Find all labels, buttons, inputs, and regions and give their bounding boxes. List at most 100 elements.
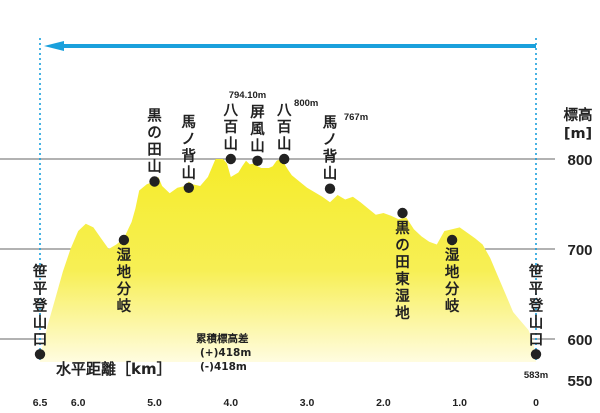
x-tick-label: 6.0 — [71, 397, 86, 409]
point-label-char: 平 — [529, 280, 544, 297]
point-label-char: 東 — [395, 270, 410, 288]
y-axis-title-line: 標高 — [564, 106, 593, 124]
point-label-char: の — [147, 126, 162, 142]
point-marker — [324, 183, 336, 194]
point-label-char: 山 — [250, 138, 265, 155]
x-tick-label: 3.0 — [300, 397, 315, 409]
point-marker — [225, 153, 236, 165]
elevation-note: 767m — [344, 112, 368, 123]
point-label-char: 山 — [147, 159, 162, 176]
point-marker — [183, 182, 194, 193]
y-tick-label: 600 — [567, 332, 592, 349]
x-axis-title: 水平距離［km］ — [56, 360, 172, 378]
point-label-char: 山 — [33, 314, 48, 331]
point-label-char: 笹 — [33, 262, 48, 280]
point-marker — [530, 349, 542, 360]
point-label-char: 八 — [223, 103, 239, 119]
point-marker — [118, 234, 130, 246]
stats-up: (+)418m — [200, 347, 251, 359]
x-tick-label: 1.0 — [452, 397, 467, 409]
point-label-char: 分 — [117, 281, 132, 298]
point-label-char: 黒 — [147, 108, 162, 125]
point-label-char: 屏 — [250, 104, 265, 121]
y-axis-title: 標高 [m] — [564, 106, 593, 142]
point-label-char: 山 — [529, 314, 544, 331]
point-label-char: ノ — [182, 132, 197, 148]
point-label-char: 登 — [32, 296, 48, 314]
point-label-char: 湿 — [445, 247, 460, 264]
direction-arrow — [44, 41, 536, 51]
point-marker — [149, 176, 160, 187]
point-label-char: 黒 — [395, 220, 410, 237]
point-markers — [34, 153, 542, 360]
x-tick-label: 2.0 — [376, 397, 391, 409]
point-label-char: の — [395, 238, 410, 254]
point-marker — [34, 349, 46, 360]
point-label-char: 分 — [445, 281, 460, 298]
point-label-char: 馬 — [323, 115, 338, 132]
arrow-head — [44, 41, 64, 51]
elevation-notes: 794.10m 800m 767m 583m — [229, 90, 548, 381]
point-label-char: 山 — [182, 165, 197, 182]
y-tick-label: 700 — [567, 242, 592, 259]
point-label-char: 湿 — [117, 247, 132, 264]
point-label-char: 百 — [277, 119, 292, 136]
point-label-char: 登 — [528, 296, 544, 314]
point-label: 八百山 — [276, 103, 292, 153]
x-tick-label: 4.0 — [223, 397, 238, 409]
point-label-char: 背 — [182, 147, 197, 165]
point-marker — [446, 234, 458, 246]
endpoint-guides — [39, 38, 537, 362]
point-label-char: 田 — [147, 142, 162, 159]
axes: 標高 [m] 水平距離［km］ 800 700 600 550 6.5 6.0 5.0 4.0 3… — [33, 106, 593, 409]
point-label: 八百山 — [223, 103, 239, 153]
y-tick-label: 800 — [567, 152, 592, 169]
elevation-note: 583m — [524, 370, 548, 381]
point-label-char: 地 — [117, 263, 132, 281]
point-label-char: 口 — [529, 332, 544, 348]
point-marker — [252, 155, 263, 166]
point-label-char: 口 — [33, 332, 48, 348]
point-label-char: 八 — [276, 103, 292, 119]
point-label-char: 田 — [395, 254, 410, 271]
point-label-char: 平 — [33, 280, 48, 297]
x-tick-label: 5.0 — [147, 397, 162, 409]
y-tick-label: 550 — [567, 373, 592, 390]
point-label-char: 笹 — [529, 262, 544, 280]
point-marker — [397, 207, 408, 219]
point-labels: 笹平登山口湿地分岐黒の田山馬ノ背山八百山屏風山八百山馬ノ背山黒の田東湿地湿地分岐… — [32, 103, 544, 348]
point-label-char: 地 — [395, 304, 410, 322]
point-label-char: 岐 — [445, 297, 460, 315]
point-label-char: 馬 — [182, 114, 197, 131]
point-label-char: 山 — [277, 136, 292, 153]
point-label-char: 背 — [323, 148, 338, 166]
point-label-char: 百 — [224, 119, 239, 136]
cumulative-elevation-stats: 累積標高差 (+)418m (-)418m — [196, 332, 251, 373]
point-label-char: 山 — [224, 136, 239, 153]
point-label-char: 風 — [250, 121, 265, 138]
point-label-char: ノ — [323, 133, 338, 149]
x-tick-label: 6.5 — [33, 397, 48, 409]
point-label-char: 湿 — [395, 288, 410, 305]
elevation-note: 794.10m — [229, 90, 267, 101]
point-label-char: 山 — [323, 166, 338, 183]
point-marker — [279, 153, 290, 165]
stats-label: 累積標高差 — [196, 332, 249, 345]
y-axis-title-unit: [m] — [564, 126, 592, 142]
stats-down: (-)418m — [200, 361, 247, 373]
x-tick-label: 0 — [533, 397, 539, 409]
point-label: 屏風山 — [250, 104, 265, 155]
elevation-area — [40, 159, 536, 362]
point-label-char: 地 — [445, 263, 460, 281]
elevation-note: 800m — [294, 98, 318, 109]
point-label-char: 岐 — [117, 297, 132, 315]
